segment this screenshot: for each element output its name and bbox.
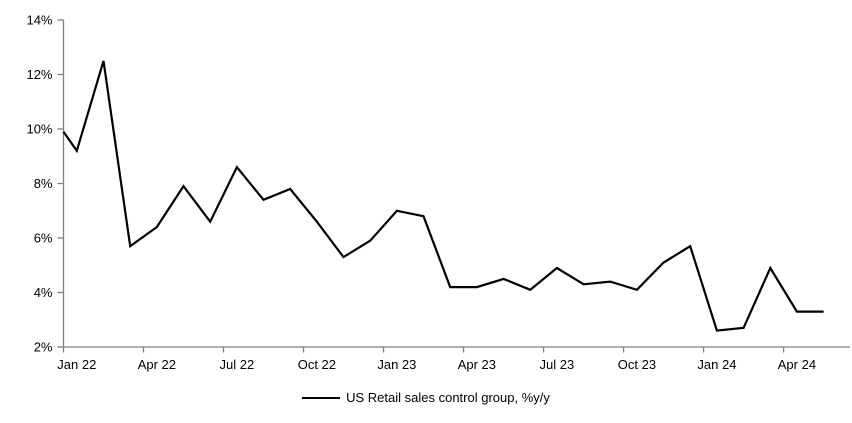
plot-area: 2% 4% 6% 8% 10% 12% 14% Jan 22 Apr 22 Jul 22 Oct 2… [26, 13, 850, 373]
retail-sales-series-line [62, 60, 824, 332]
x-tick-label: Apr 23 [458, 357, 496, 372]
chart-legend: US Retail sales control group, %y/y [0, 390, 852, 405]
data-series [62, 60, 824, 332]
y-tick-label: 8% [34, 176, 53, 191]
x-tick-label: Jul 22 [220, 357, 255, 372]
axis-ticks [57, 19, 785, 353]
y-tick-label: 14% [26, 13, 52, 28]
x-tick-label: Oct 23 [618, 357, 656, 372]
y-tick-label: 4% [34, 285, 53, 300]
x-tick-label: Jan 23 [377, 357, 416, 372]
legend-label: US Retail sales control group, %y/y [346, 390, 550, 405]
y-tick-label: 6% [34, 231, 53, 246]
x-tick-label: Oct 22 [298, 357, 336, 372]
x-tick-label: Jan 24 [697, 357, 736, 372]
axis-tick-labels: 2% 4% 6% 8% 10% 12% 14% Jan 22 Apr 22 Jul 22 Oct 2… [26, 13, 816, 373]
legend-line-sample [302, 396, 341, 399]
x-tick-label: Jan 22 [57, 357, 96, 372]
y-tick-label: 2% [34, 340, 53, 355]
axes [62, 20, 850, 348]
y-tick-label: 12% [26, 67, 52, 82]
x-tick-label: Apr 22 [138, 357, 176, 372]
x-tick-label: Jul 23 [540, 357, 575, 372]
x-tick-label: Apr 24 [778, 357, 816, 372]
y-tick-label: 10% [26, 122, 52, 137]
